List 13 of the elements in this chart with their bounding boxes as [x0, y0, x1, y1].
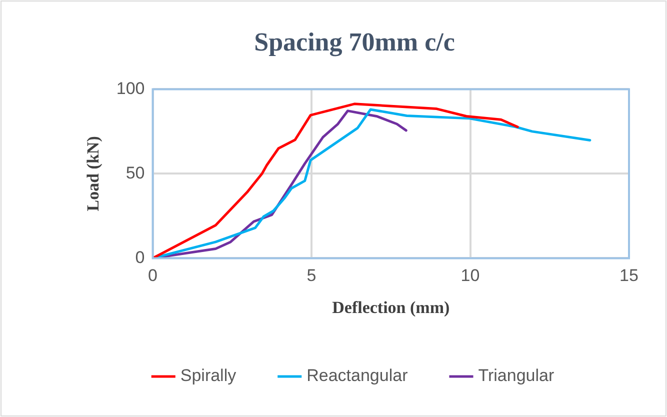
legend-label: Triangular [478, 366, 554, 386]
y-axis-title: Load (kN) [84, 136, 103, 212]
x-tick-label: 5 [306, 266, 316, 286]
x-tick-label: 15 [620, 266, 638, 286]
x-axis-title: Deflection (mm) [332, 298, 450, 318]
y-tick-label: 100 [116, 78, 145, 98]
x-tick-label: 0 [148, 266, 158, 286]
legend-label: Spirally [180, 366, 237, 386]
legend-label: Reactangular [306, 366, 408, 386]
y-tick-label: 50 [126, 163, 145, 182]
x-tick-label: 10 [460, 266, 480, 286]
chart-title: Spacing 70mm c/c [254, 27, 455, 56]
y-tick-label: 0 [135, 248, 145, 267]
